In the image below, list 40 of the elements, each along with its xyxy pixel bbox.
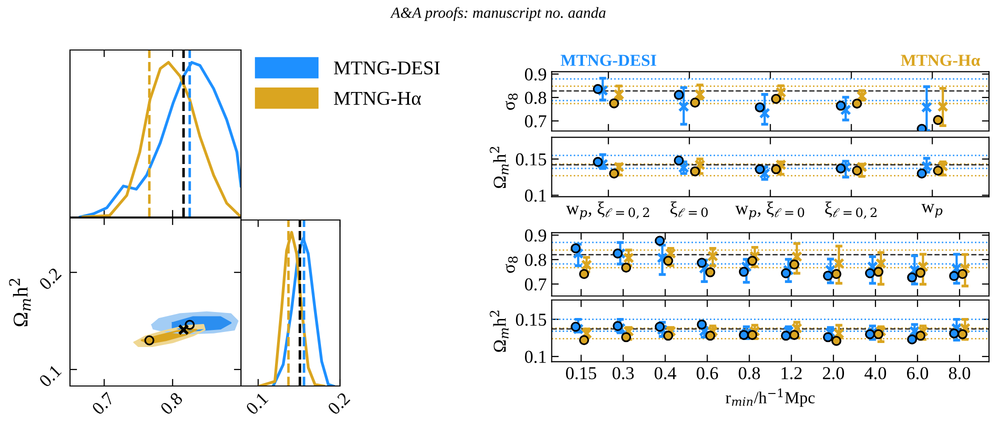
x-tick-label: 6.0: [907, 367, 928, 380]
x-tick-label: w$_{p}$, ξ$_{ℓ=0,2}$: [566, 202, 650, 220]
x-tick-label: w$_{p}$: [921, 204, 942, 218]
x-tick-label: 0.2: [327, 392, 351, 416]
x-tick-label: ξ$_{ℓ=0}$: [670, 201, 708, 218]
y-axis-title: σ$_{8}$: [505, 93, 518, 110]
y-axis-title: σ$_{8}$: [505, 256, 518, 273]
x-tick-label: 0.1: [245, 392, 269, 416]
x-tick-label: w$_{p}$, ξ$_{ℓ=0}$: [735, 202, 804, 220]
x-tick-label: 4.0: [864, 367, 886, 380]
y-axis-title: Ω$_{m}$h$^{2}$: [9, 278, 31, 326]
text: MTNG-Hα: [900, 54, 980, 66]
text: A&A proofs: manuscript no. aanda: [390, 6, 606, 22]
x-tick-label: 0.3: [612, 367, 634, 380]
x-tick-label: 0.15: [566, 367, 596, 380]
y-axis-title: Ω$_{m}$h$^{2}$: [490, 146, 509, 188]
y-tick-label: 0.15: [516, 314, 546, 326]
x-tick-label: 0.6: [696, 367, 718, 380]
x-tick-label: 0.8: [160, 392, 184, 416]
legend-label: MTNG-DESI: [334, 61, 440, 74]
y-tick-label: 0.9: [524, 229, 546, 242]
x-tick-label: 8.0: [948, 367, 970, 380]
y-tick-label: 0.7: [524, 115, 546, 128]
x-tick-label: 2.0: [822, 367, 844, 380]
x-tick-label: 0.7: [91, 392, 116, 416]
x-tick-label: 1.2: [782, 367, 802, 380]
y-tick-label: 0.1: [524, 350, 546, 364]
legend-label: MTNG-Hα: [334, 92, 421, 105]
x-tick-label: 0.4: [654, 367, 676, 380]
y-tick-label: 0.9: [524, 68, 546, 81]
y-tick-label: 0.1: [524, 190, 546, 202]
y-tick-label: 0.7: [524, 278, 546, 291]
x-axis-title: r$_{min}$/h$^{−1}$Mpc: [726, 388, 815, 407]
x-tick-label: ξ$_{ℓ=0,2}$: [825, 202, 877, 219]
y-axis-title: Ω$_{m}$h$^{2}$: [490, 310, 509, 352]
y-tick-label: 0.8: [524, 254, 546, 266]
x-tick-label: 0.8: [738, 367, 760, 380]
series-label: MTNG-DESI: [560, 54, 656, 66]
y-tick-label: 0.15: [516, 153, 546, 166]
y-tick-label: 0.8: [524, 92, 546, 104]
